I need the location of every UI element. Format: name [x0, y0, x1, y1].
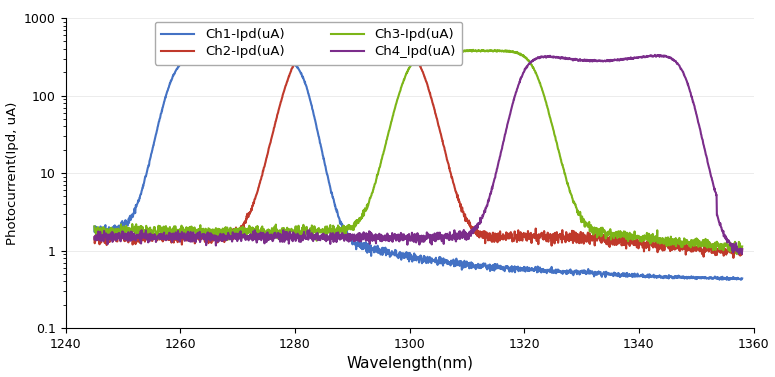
- Ch3-Ipd(uA): [122, 227, 132, 231]
- Ch1-Ipd(uA): [600, 272, 609, 276]
- Ch2-Ipd(uA): [718, 246, 728, 251]
- Ch4_Ipd(uA): [719, 234, 728, 239]
- Line: Ch3-Ipd(uA): Ch3-Ipd(uA): [95, 50, 742, 254]
- Ch4_Ipd(uA): [650, 52, 660, 57]
- Ch1-Ipd(uA): [718, 277, 728, 282]
- Line: Ch2-Ipd(uA): Ch2-Ipd(uA): [95, 46, 742, 258]
- Ch2-Ipd(uA): [90, 236, 99, 241]
- Ch2-Ipd(uA): [600, 238, 609, 243]
- Ch2-Ipd(uA): [728, 256, 738, 260]
- Ch4_Ipd(uA): [90, 234, 99, 239]
- Ch1-Ipd(uA): [90, 224, 99, 229]
- Ch1-Ipd(uA): [122, 223, 132, 228]
- Ch3-Ipd(uA): [388, 116, 397, 121]
- Ch1-Ipd(uA): [388, 251, 397, 256]
- Ch4_Ipd(uA): [737, 252, 746, 256]
- Ch4_Ipd(uA): [388, 231, 397, 235]
- Ch2-Ipd(uA): [719, 253, 728, 258]
- Ch1-Ipd(uA): [228, 53, 237, 58]
- Ch1-Ipd(uA): [724, 278, 733, 282]
- Y-axis label: Photocurrent(Ipd, uA): Photocurrent(Ipd, uA): [5, 101, 19, 245]
- Ch4_Ipd(uA): [405, 238, 414, 242]
- Ch3-Ipd(uA): [446, 48, 456, 52]
- Ch2-Ipd(uA): [322, 43, 331, 48]
- Ch3-Ipd(uA): [732, 252, 742, 256]
- Ch3-Ipd(uA): [718, 248, 728, 253]
- Ch2-Ipd(uA): [122, 233, 132, 237]
- Ch3-Ipd(uA): [90, 224, 99, 228]
- Legend: Ch1-Ipd(uA), Ch2-Ipd(uA), Ch3-Ipd(uA), Ch4_Ipd(uA): Ch1-Ipd(uA), Ch2-Ipd(uA), Ch3-Ipd(uA), C…: [155, 21, 463, 65]
- Ch4_Ipd(uA): [600, 58, 609, 63]
- Ch4_Ipd(uA): [738, 247, 747, 252]
- Ch3-Ipd(uA): [405, 65, 414, 70]
- Line: Ch4_Ipd(uA): Ch4_Ipd(uA): [95, 55, 742, 254]
- Ch1-Ipd(uA): [719, 276, 728, 280]
- Ch2-Ipd(uA): [405, 50, 415, 54]
- Ch3-Ipd(uA): [719, 244, 728, 249]
- Ch4_Ipd(uA): [122, 236, 132, 241]
- Ch2-Ipd(uA): [388, 44, 397, 48]
- Line: Ch1-Ipd(uA): Ch1-Ipd(uA): [95, 55, 742, 280]
- Ch3-Ipd(uA): [600, 232, 609, 236]
- Ch4_Ipd(uA): [718, 229, 728, 233]
- X-axis label: Wavelength(nm): Wavelength(nm): [346, 356, 474, 371]
- Ch1-Ipd(uA): [738, 276, 747, 280]
- Ch1-Ipd(uA): [405, 254, 415, 258]
- Ch2-Ipd(uA): [738, 247, 747, 251]
- Ch3-Ipd(uA): [738, 244, 747, 249]
